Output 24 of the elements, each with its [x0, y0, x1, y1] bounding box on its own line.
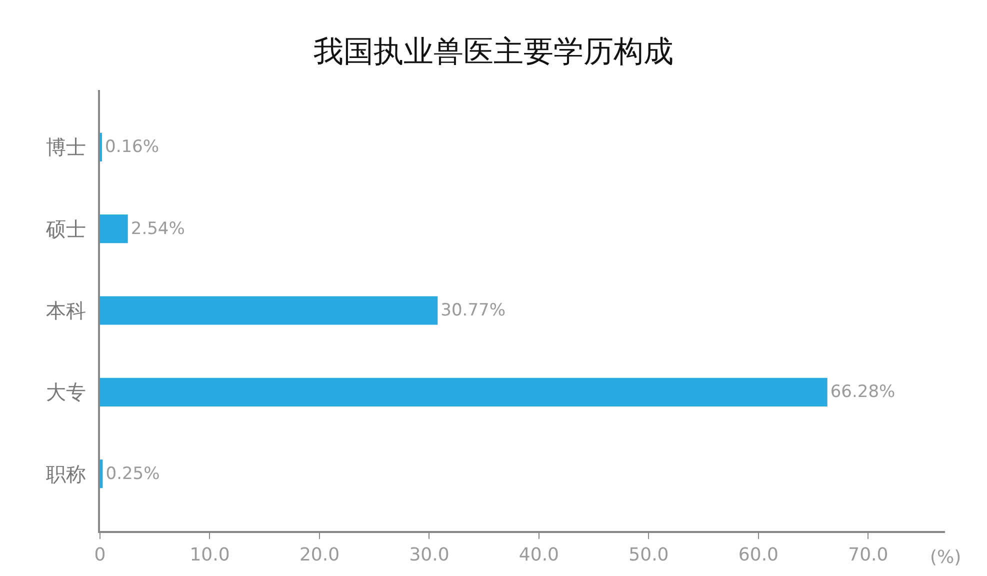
data-label: 30.77%: [440, 300, 506, 320]
data-label: 2.54%: [130, 218, 185, 239]
data-label: 0.25%: [106, 464, 160, 484]
x-tick-label: 30.0: [409, 544, 450, 566]
chart-title: 我国执业兽医主要学历构成: [314, 34, 674, 70]
x-tick-label: 60.0: [738, 544, 778, 566]
x-tick-label: 70.0: [848, 544, 888, 566]
data-label: 66.28%: [830, 382, 896, 402]
y-tick-label: 大专: [46, 380, 86, 404]
x-tick-label: 10.0: [190, 544, 230, 566]
bar: [100, 296, 438, 325]
y-tick-label: 职称: [46, 462, 86, 486]
bar: [100, 460, 103, 488]
x-tick-label: 50.0: [628, 544, 669, 566]
x-tick-label: 20.0: [299, 544, 340, 566]
data-label: 0.16%: [105, 137, 160, 158]
bar: [100, 378, 828, 406]
x-tick-label: 40.0: [518, 544, 559, 566]
y-tick-label: 博士: [46, 135, 86, 160]
x-axis-title: (%): [930, 547, 962, 568]
y-tick-label: 本科: [46, 298, 86, 322]
bar: [100, 214, 128, 244]
x-tick-label: 0: [94, 544, 106, 566]
y-tick-label: 硕士: [45, 216, 86, 241]
